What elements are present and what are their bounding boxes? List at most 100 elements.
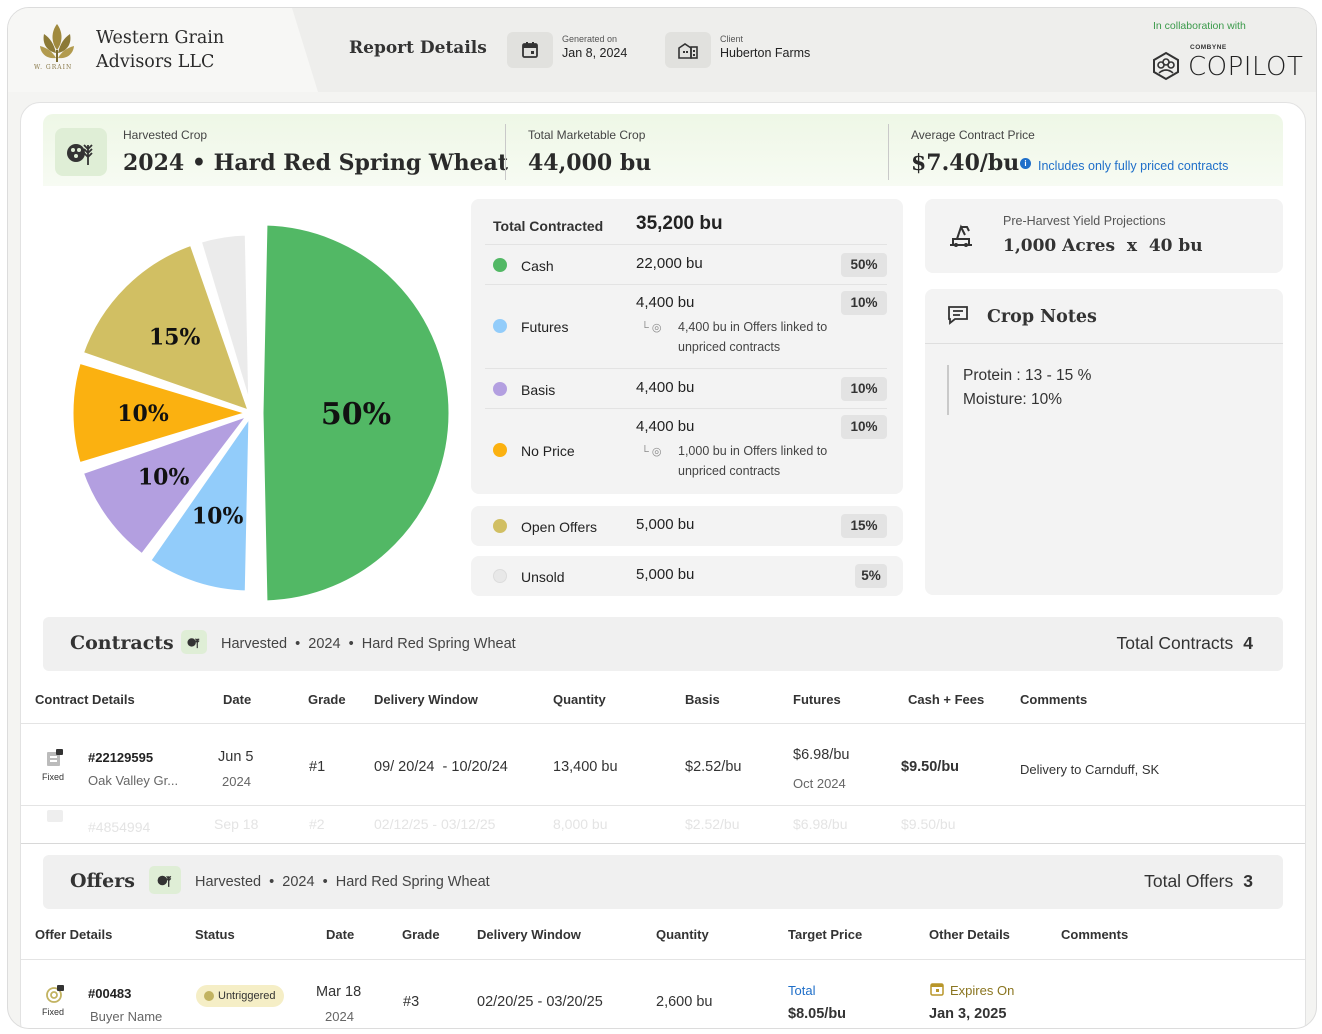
table-divider bbox=[21, 723, 1305, 724]
column-header[interactable]: Other Details bbox=[929, 927, 1010, 942]
offer-id[interactable]: #00483 bbox=[88, 986, 132, 1001]
marketable-crop-label: Total Marketable Crop bbox=[528, 128, 646, 142]
distribution-row-no-price: No Price 4,400 bu 10% └ ◎ 1,000 bu in Of… bbox=[485, 409, 887, 493]
generated-label: Generated on bbox=[562, 34, 618, 44]
offer-year: 2024 bbox=[325, 1009, 354, 1024]
calendar-icon bbox=[930, 983, 944, 996]
protein-note: Protein : 13 - 15 % bbox=[963, 367, 1092, 384]
open-offers-percent: 15% bbox=[841, 514, 887, 538]
offers-title: Offers bbox=[70, 870, 135, 892]
contract-futures: $6.98/bu bbox=[793, 816, 848, 832]
contract-comments: Delivery to Carnduff, SK bbox=[1020, 762, 1160, 777]
distribution-name: No Price bbox=[521, 443, 575, 459]
column-header[interactable]: Status bbox=[195, 927, 235, 942]
offer-grade: #3 bbox=[403, 994, 420, 1010]
legend-dot bbox=[493, 319, 507, 333]
column-header[interactable]: Comments bbox=[1020, 692, 1088, 707]
contract-id[interactable]: #22129595 bbox=[88, 750, 154, 765]
column-header[interactable]: Quantity bbox=[553, 692, 606, 707]
contract-date: Jun 5 bbox=[218, 749, 254, 765]
unsold-row: Unsold 5,000 bu 5% bbox=[471, 556, 903, 596]
contracts-breadcrumb: Harvested • 2024 • Hard Red Spring Wheat bbox=[221, 636, 516, 652]
contract-futures: $6.98/bu bbox=[793, 747, 850, 763]
pie-slice-basis[interactable] bbox=[78, 410, 254, 559]
report-header: W. GRAIN Western Grain Advisors LLC Repo… bbox=[8, 8, 1316, 92]
summary-divider bbox=[505, 124, 506, 180]
contract-basis: $2.52/bu bbox=[685, 816, 740, 832]
crop-icon bbox=[149, 866, 181, 894]
report-card: Harvested Crop 2024 • Hard Red Spring Wh… bbox=[20, 102, 1306, 1028]
legend-dot bbox=[493, 569, 507, 583]
company-name-line2: Advisors LLC bbox=[96, 52, 215, 72]
legend-dot bbox=[493, 382, 507, 396]
unsold-value: 5,000 bu bbox=[636, 566, 695, 583]
generated-date: Jan 8, 2024 bbox=[562, 46, 628, 60]
offer-buyer: Buyer Name bbox=[90, 1009, 163, 1024]
column-header[interactable]: Contract Details bbox=[35, 692, 135, 707]
pie-slice-no-price[interactable] bbox=[68, 358, 254, 468]
yield-projection: Pre-Harvest Yield Projections 1,000 Acre… bbox=[925, 199, 1283, 273]
fixed-contract-icon bbox=[47, 810, 63, 822]
company-name: Western Grain Advisors LLC bbox=[96, 26, 224, 74]
partner-small-name: COMBYNE bbox=[1190, 44, 1227, 51]
column-header[interactable]: Delivery Window bbox=[374, 692, 478, 707]
distribution-row-futures: Futures 4,400 bu 10% └ ◎ 4,400 bu in Off… bbox=[485, 285, 887, 369]
distribution-value: 22,000 bu bbox=[636, 255, 703, 272]
contract-year: 2024 bbox=[222, 774, 251, 789]
offer-date: Mar 18 bbox=[316, 984, 362, 1000]
column-header[interactable]: Date bbox=[326, 927, 355, 942]
distribution-row-basis: Basis 4,400 bu 10% bbox=[485, 369, 887, 409]
report-frame: W. GRAIN Western Grain Advisors LLC Repo… bbox=[7, 7, 1317, 1029]
collaboration-text: In collaboration with bbox=[1153, 20, 1246, 32]
summary-divider bbox=[888, 124, 889, 180]
distribution-name: Basis bbox=[521, 382, 556, 398]
column-header[interactable]: Quantity bbox=[656, 927, 709, 942]
contracts-title: Contracts bbox=[70, 632, 174, 654]
wheat-logo-icon bbox=[40, 24, 74, 62]
pie-slice-unsold[interactable] bbox=[196, 230, 254, 416]
pie-slice-open-offers[interactable] bbox=[78, 240, 254, 416]
total-contracted-row: Total Contracted 35,200 bu bbox=[485, 199, 887, 245]
open-offers-label: Open Offers bbox=[521, 519, 598, 535]
yield-value: 1,000 Acres x 40 bu bbox=[1003, 236, 1203, 256]
pie-label-cash: 50% bbox=[321, 397, 391, 432]
linked-offer-icon: └ ◎ bbox=[641, 446, 662, 458]
pie-slice-cash[interactable] bbox=[258, 220, 451, 606]
pie-label-no-price: 10% bbox=[117, 401, 169, 427]
column-header[interactable]: Target Price bbox=[788, 927, 863, 942]
distribution-value: 4,400 bu bbox=[636, 294, 695, 311]
distribution-percent: 50% bbox=[841, 253, 887, 277]
distribution-row-cash: Cash 22,000 bu 50% bbox=[485, 245, 887, 285]
contract-cash-fees: $9.50/bu bbox=[901, 816, 956, 832]
contract-cash-fees: $9.50/bu bbox=[901, 759, 960, 775]
target-offer-icon bbox=[46, 985, 64, 1003]
company-name-line1: Western Grain bbox=[96, 28, 225, 48]
contract-type: Fixed bbox=[42, 772, 65, 782]
total-contracted-value: 35,200 bu bbox=[636, 213, 723, 234]
distribution-value: 4,400 bu bbox=[636, 418, 695, 435]
column-header[interactable]: Comments bbox=[1061, 927, 1129, 942]
legend-dot bbox=[493, 258, 507, 272]
column-header[interactable]: Basis bbox=[685, 692, 720, 707]
column-header[interactable]: Offer Details bbox=[35, 927, 113, 942]
column-header[interactable]: Futures bbox=[793, 692, 841, 707]
contract-grade: #2 bbox=[309, 816, 325, 832]
crop-icon bbox=[55, 128, 107, 176]
column-header[interactable]: Date bbox=[223, 692, 252, 707]
column-header[interactable]: Delivery Window bbox=[477, 927, 581, 942]
copilot-logo bbox=[1153, 51, 1179, 81]
contract-id[interactable]: #4854994 bbox=[88, 819, 151, 835]
pie-slice-futures[interactable] bbox=[145, 410, 254, 596]
open-offers-row: Open Offers 5,000 bu 15% bbox=[471, 506, 903, 546]
company-logo-panel: W. GRAIN Western Grain Advisors LLC bbox=[8, 8, 318, 92]
logo-subtext: W. GRAIN bbox=[34, 64, 73, 71]
column-header[interactable]: Grade bbox=[402, 927, 440, 942]
pie-label-futures: 10% bbox=[192, 504, 244, 530]
column-header[interactable]: Grade bbox=[308, 692, 346, 707]
pie-label-open-offers: 15% bbox=[149, 325, 201, 351]
column-header[interactable]: Cash + Fees bbox=[908, 692, 985, 707]
target-price-value: $8.05/bu bbox=[788, 1006, 847, 1022]
avg-price-note[interactable]: Includes only fully priced contracts bbox=[1038, 159, 1229, 173]
expires-value: Jan 3, 2025 bbox=[929, 1006, 1007, 1022]
offer-status-badge: Untriggered bbox=[196, 985, 285, 1007]
